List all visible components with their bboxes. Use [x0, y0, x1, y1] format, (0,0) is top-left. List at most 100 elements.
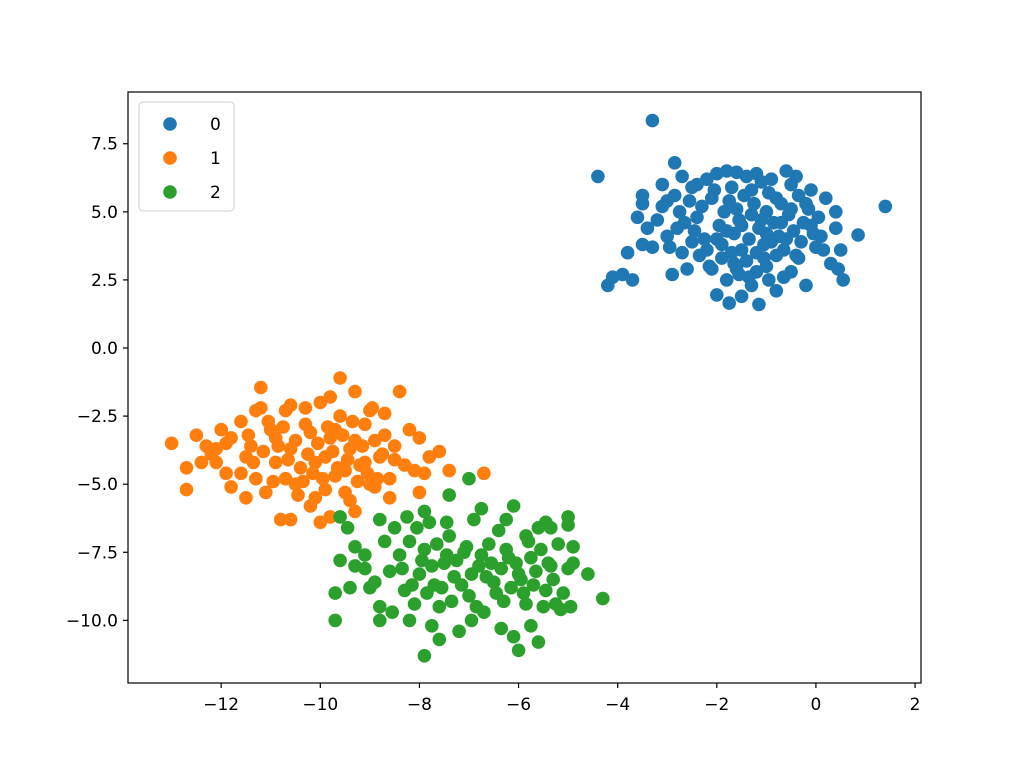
series-0 [591, 113, 893, 312]
scatter-point [526, 578, 541, 592]
scatter-point [244, 439, 258, 453]
scatter-point [705, 262, 719, 276]
scatter-point [298, 417, 313, 432]
scatter-point [504, 580, 518, 595]
scatter-point [625, 273, 640, 287]
scatter-point [462, 589, 476, 603]
scatter-point [551, 537, 565, 551]
scatter-point [417, 542, 432, 557]
y-tick-label: 2.5 [91, 271, 118, 291]
scatter-point [382, 471, 397, 486]
scatter-point [249, 403, 263, 418]
scatter-point [303, 499, 318, 513]
scatter-point [516, 586, 531, 600]
scatter-point [387, 439, 402, 453]
scatter-point [311, 436, 325, 451]
scatter-point [328, 586, 343, 600]
scatter-point [764, 235, 779, 249]
scatter-point [209, 455, 223, 470]
scatter-point [412, 485, 427, 500]
scatter-point [224, 480, 238, 494]
scatter-point [249, 471, 263, 486]
scatter-point [836, 273, 850, 287]
scatter-point [259, 485, 273, 500]
plot-frame [127, 91, 922, 684]
scatter-point [539, 583, 553, 598]
scatter-point [449, 553, 464, 568]
scatter-point [385, 605, 400, 619]
scatter-point [489, 586, 504, 600]
scatter-point [851, 228, 865, 242]
scatter-point [397, 458, 412, 472]
scatter-point [682, 194, 697, 208]
scatter-point [417, 466, 432, 481]
scatter-point [519, 597, 533, 611]
scatter-point [432, 444, 447, 459]
scatter-point [724, 180, 739, 195]
scatter-point [464, 567, 479, 581]
x-tick-label: −4 [605, 695, 630, 715]
scatter-point [333, 409, 347, 423]
scatter-point [308, 455, 323, 470]
scatter-point [707, 183, 722, 197]
scatter-point [566, 556, 580, 570]
scatter-point [432, 632, 447, 647]
scatter-point [266, 474, 281, 489]
scatter-point [752, 297, 766, 312]
scatter-point [454, 578, 469, 592]
x-axis: −12 −10 −8 −6 −4 −2 0 2 [203, 683, 920, 715]
scatter-point [680, 262, 694, 276]
scatter-point [373, 613, 387, 628]
scatter-point [539, 515, 553, 530]
scatter-point [420, 586, 434, 600]
scatter-point [635, 188, 650, 203]
scatter-point [675, 245, 689, 260]
scatter-point [477, 466, 491, 481]
legend-marker-1 [163, 151, 177, 165]
scatter-point [774, 215, 788, 230]
scatter-point [462, 471, 476, 486]
scatter-point [358, 417, 372, 432]
scatter-point [340, 452, 355, 467]
scatter-point [281, 452, 295, 467]
scatter-point [328, 613, 343, 628]
legend-label-0: 0 [210, 115, 221, 135]
scatter-point [667, 156, 682, 170]
scatter-point [288, 433, 303, 448]
scatter-point [271, 439, 286, 453]
scatter-point [402, 422, 417, 437]
scatter-point [293, 461, 308, 475]
scatter-point [452, 624, 466, 639]
scatter-point [769, 284, 784, 298]
scatter-point [261, 414, 276, 429]
legend-marker-0 [163, 117, 177, 131]
scatter-point [494, 561, 509, 576]
legend-label-1: 1 [210, 149, 221, 169]
scatter-point [474, 501, 489, 516]
scatter-point [650, 213, 665, 227]
scatter-point [596, 591, 610, 606]
scatter-point [358, 455, 372, 470]
scatter-point [348, 504, 362, 519]
scatter-point [561, 518, 575, 532]
scatter-point [422, 450, 437, 464]
scatter-point [690, 177, 704, 192]
scatter-point [779, 164, 793, 178]
scatter-point [645, 113, 660, 128]
scatter-point [382, 491, 397, 505]
scatter-point [333, 553, 347, 568]
x-tick-label: 2 [910, 695, 921, 715]
scatter-point [417, 504, 432, 519]
scatter-point [276, 420, 290, 434]
y-tick-label: −5.0 [77, 475, 118, 495]
scatter-point [697, 232, 712, 246]
scatter-point [313, 395, 328, 410]
scatter-point [630, 210, 645, 225]
scatter-point [434, 580, 449, 595]
scatter-point [358, 548, 372, 562]
scatter-point [194, 455, 209, 470]
scatter-point [719, 164, 734, 178]
scatter-point [784, 202, 798, 216]
scatter-point [484, 556, 499, 570]
scatter-point [776, 270, 791, 285]
